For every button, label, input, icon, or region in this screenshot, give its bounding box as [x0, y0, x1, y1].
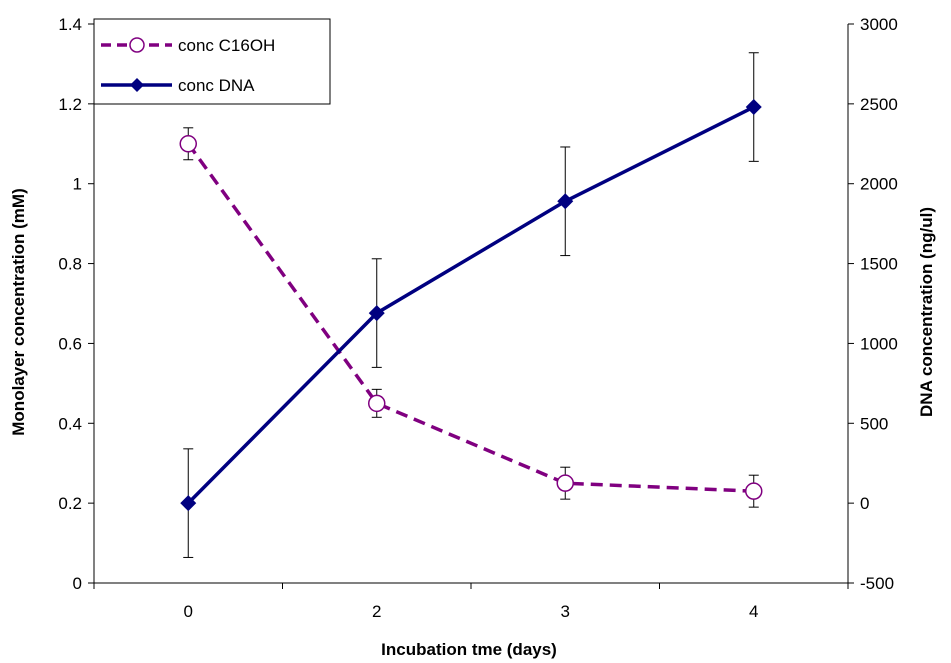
data-point-c16oh [368, 394, 386, 413]
series-lines [186, 105, 755, 505]
tick-labels: 0 0.2 0.4 0.6 0.8 1 1.2 1.4 -500 0 500 1000 1500 2000… [58, 15, 897, 621]
y-right-tick-label: 500 [860, 414, 888, 433]
y-left-tick-label: 0.6 [58, 334, 82, 353]
y-left-tick-label: 1.4 [58, 15, 82, 34]
data-point-dna [745, 99, 762, 116]
data-point-c16oh [745, 482, 763, 500]
data-point-dna [557, 193, 574, 210]
legend-label-dna: conc DNA [178, 76, 255, 95]
x-tick-label: 4 [749, 602, 758, 621]
y-axis-left-title: Monolayer concentration (mM) [9, 188, 28, 435]
x-tick-label: 3 [561, 602, 570, 621]
x-tick-label: 2 [372, 602, 381, 621]
y-left-tick-label: 0 [73, 574, 82, 593]
data-point-dna [368, 305, 385, 322]
data-point-dna [180, 495, 197, 512]
y-left-tick-label: 0.2 [58, 494, 82, 513]
error-bars [183, 52, 759, 558]
legend: conc C16OH conc DNA [93, 18, 331, 105]
y-axis-right-title: DNA concentration (ng/ul) [917, 207, 936, 417]
y-right-tick-label: -500 [860, 574, 894, 593]
series-line-c16oh [186, 142, 754, 493]
legend-marker-c16oh [129, 37, 145, 53]
y-left-tick-label: 0.4 [58, 414, 82, 433]
legend-box [93, 18, 331, 105]
y-right-tick-label: 1500 [860, 255, 898, 274]
y-right-tick-label: 3000 [860, 15, 898, 34]
y-left-tick-label: 0.8 [58, 255, 82, 274]
series-markers [179, 99, 763, 512]
x-axis-title: Incubation tme (days) [381, 640, 557, 659]
data-point-c16oh [556, 474, 574, 492]
legend-label-c16oh: conc C16OH [178, 36, 275, 55]
y-right-tick-label: 2000 [860, 175, 898, 194]
data-point-c16oh [179, 135, 197, 153]
y-right-tick-label: 2500 [860, 95, 898, 114]
series-line-dna [187, 105, 755, 505]
legend-marker-dna [130, 78, 144, 92]
x-tick-label: 0 [184, 602, 193, 621]
y-left-tick-label: 1.2 [58, 95, 82, 114]
y-left-tick-label: 1 [73, 175, 82, 194]
y-right-tick-label: 1000 [860, 334, 898, 353]
axes [88, 23, 854, 589]
y-right-tick-label: 0 [860, 494, 869, 513]
